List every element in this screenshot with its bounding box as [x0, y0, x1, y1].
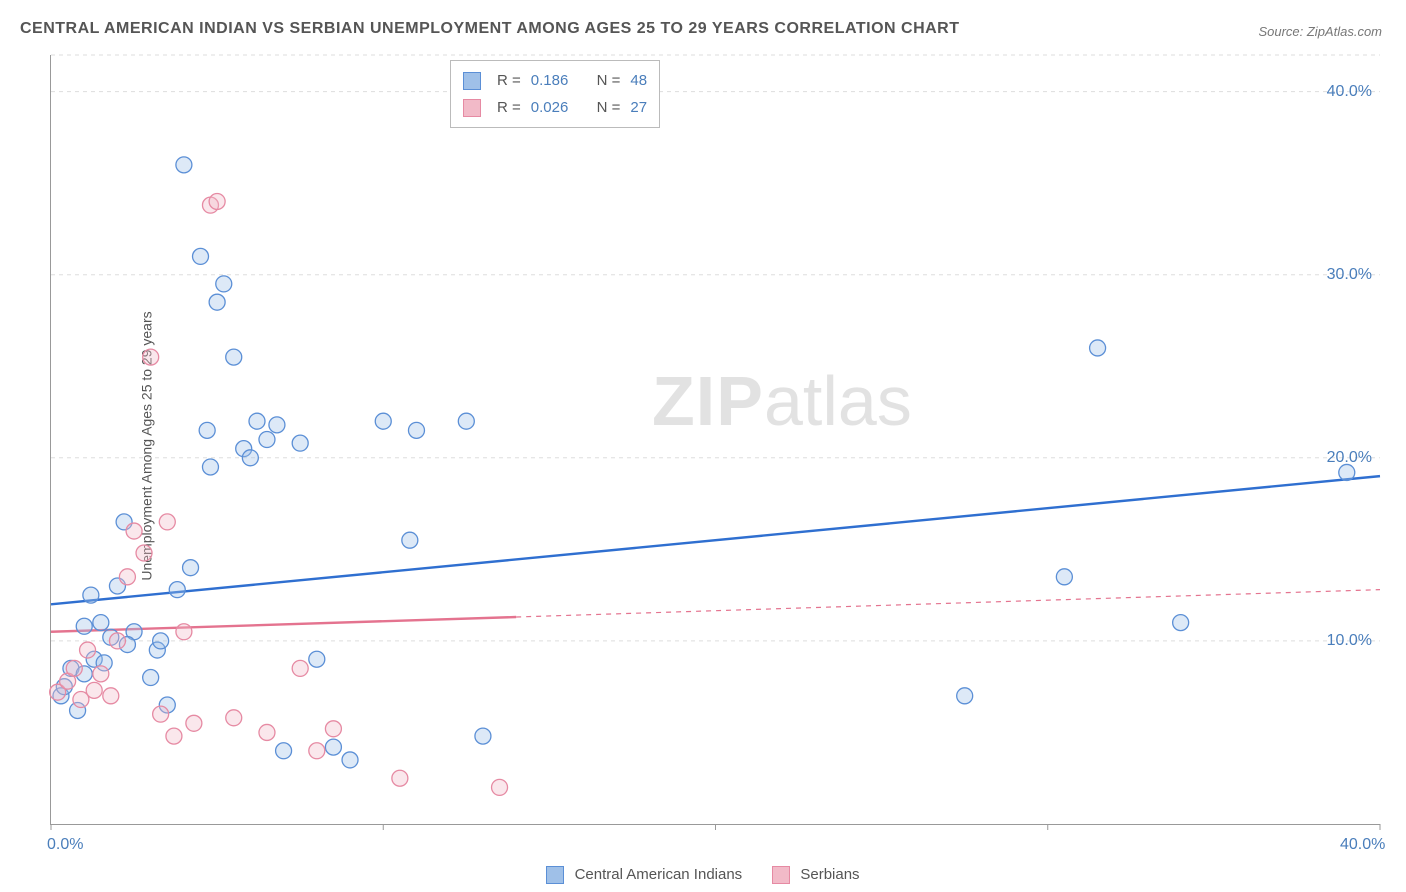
n-value-cai: 48 [630, 67, 647, 94]
swatch-cai [463, 72, 481, 90]
x-tick-label: 40.0% [1340, 836, 1385, 854]
corr-row-ser: R = 0.026 N = 27 [463, 94, 647, 121]
plot-area: ZIPatlas 10.0%20.0%30.0%40.0%0.0%40.0% [50, 55, 1380, 825]
r-label: R = [497, 94, 521, 121]
r-value-cai: 0.186 [531, 67, 569, 94]
legend-label-cai: Central American Indians [575, 866, 743, 883]
r-value-ser: 0.026 [531, 94, 569, 121]
legend-label-ser: Serbians [800, 866, 859, 883]
correlation-legend: R = 0.186 N = 48 R = 0.026 N = 27 [450, 60, 660, 128]
chart-svg [51, 55, 1380, 824]
swatch-cai-bottom [546, 866, 564, 884]
y-tick-label: 40.0% [1327, 83, 1372, 101]
y-tick-label: 10.0% [1327, 632, 1372, 650]
n-label: N = [597, 67, 621, 94]
corr-row-cai: R = 0.186 N = 48 [463, 67, 647, 94]
bottom-legend: Central American Indians Serbians [0, 866, 1406, 884]
r-label: R = [497, 67, 521, 94]
swatch-ser [463, 99, 481, 117]
n-value-ser: 27 [630, 94, 647, 121]
y-tick-label: 20.0% [1327, 449, 1372, 467]
chart-title: CENTRAL AMERICAN INDIAN VS SERBIAN UNEMP… [20, 20, 960, 38]
n-label: N = [597, 94, 621, 121]
swatch-ser-bottom [772, 866, 790, 884]
legend-item-cai: Central American Indians [546, 866, 742, 884]
source-attribution: Source: ZipAtlas.com [1258, 24, 1382, 39]
x-tick-label: 0.0% [47, 836, 83, 854]
y-tick-label: 30.0% [1327, 266, 1372, 284]
legend-item-ser: Serbians [772, 866, 859, 884]
